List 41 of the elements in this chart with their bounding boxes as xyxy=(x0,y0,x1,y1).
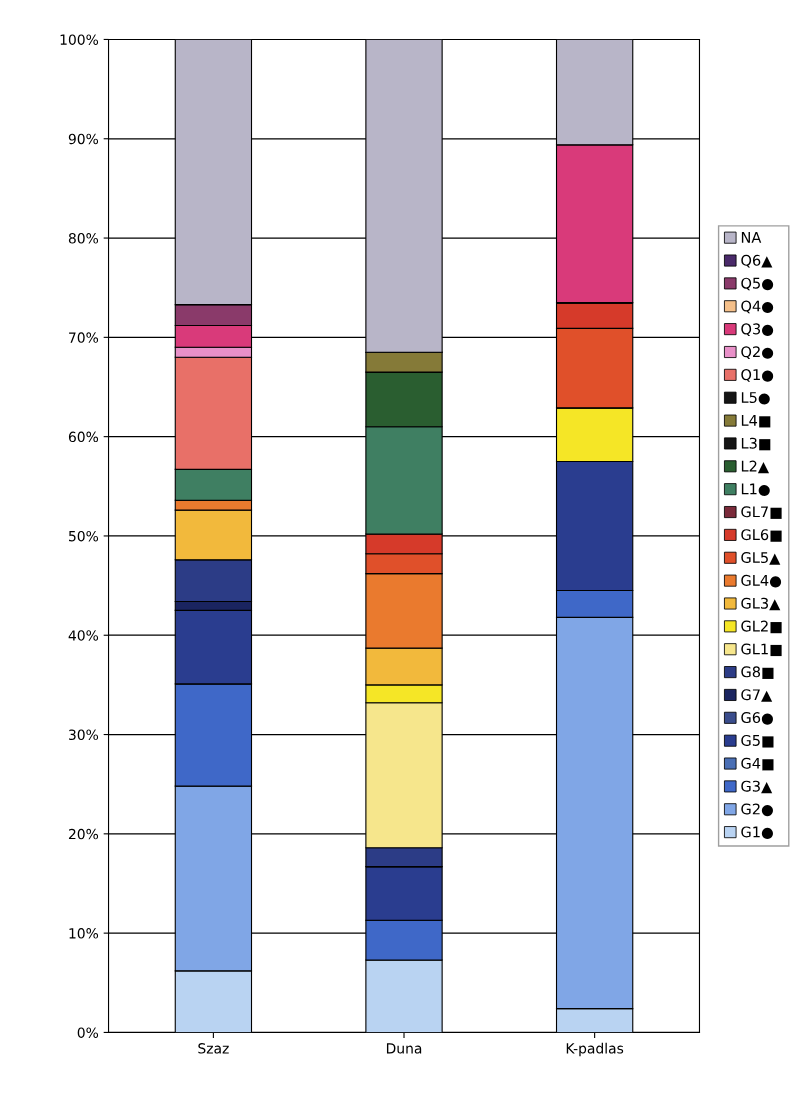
legend-label: L4■ xyxy=(741,415,771,428)
legend-label: L3■ xyxy=(741,437,771,451)
legend-label: Q3● xyxy=(741,323,774,337)
y-tick-label: 40% xyxy=(68,630,99,641)
legend-label: L5● xyxy=(741,392,770,405)
legend-label: L2▲ xyxy=(741,460,770,474)
legend-label: GL4● xyxy=(741,574,782,588)
legend-label: G8■ xyxy=(741,666,774,679)
legend-label: GL1■ xyxy=(741,643,782,657)
legend-label: NA xyxy=(741,232,762,243)
y-tick-label: 30% xyxy=(69,729,99,741)
legend-label: G6● xyxy=(741,712,773,725)
y-tick-label: 10% xyxy=(69,928,99,939)
x-tick-label: K-padlas xyxy=(566,1042,624,1057)
legend-label: G7▲ xyxy=(741,689,773,702)
legend-label: GL7■ xyxy=(741,506,782,519)
y-tick-label: 20% xyxy=(68,828,99,840)
legend-label: G2● xyxy=(741,803,773,817)
y-tick-label: 50% xyxy=(69,530,99,542)
y-tick-label: 60% xyxy=(68,431,99,443)
x-tick-label: Duna xyxy=(386,1043,422,1054)
legend-label: GL5▲ xyxy=(741,552,781,565)
legend-label: L1● xyxy=(741,483,770,497)
legend-label: Q6▲ xyxy=(741,254,773,268)
legend-label: Q5● xyxy=(741,277,774,291)
legend-label: GL3▲ xyxy=(741,597,781,611)
y-tick-label: 100% xyxy=(60,34,99,45)
legend-label: Q1● xyxy=(741,369,774,382)
y-tick-label: 70% xyxy=(69,332,99,343)
legend-label: GL2■ xyxy=(741,620,782,634)
y-tick-label: 80% xyxy=(68,233,99,244)
legend-label: G5■ xyxy=(741,734,774,748)
legend-label: G4■ xyxy=(741,757,774,771)
y-tick-label: 0% xyxy=(77,1027,99,1038)
y-tick-label: 90% xyxy=(68,133,99,145)
legend-label: Q4● xyxy=(741,300,774,314)
legend-label: Q2● xyxy=(741,346,774,359)
x-tick-label: Szaz xyxy=(198,1043,229,1054)
legend-label: GL6■ xyxy=(741,529,782,542)
legend-label: G1● xyxy=(741,826,773,839)
legend-label: G3▲ xyxy=(741,780,773,794)
